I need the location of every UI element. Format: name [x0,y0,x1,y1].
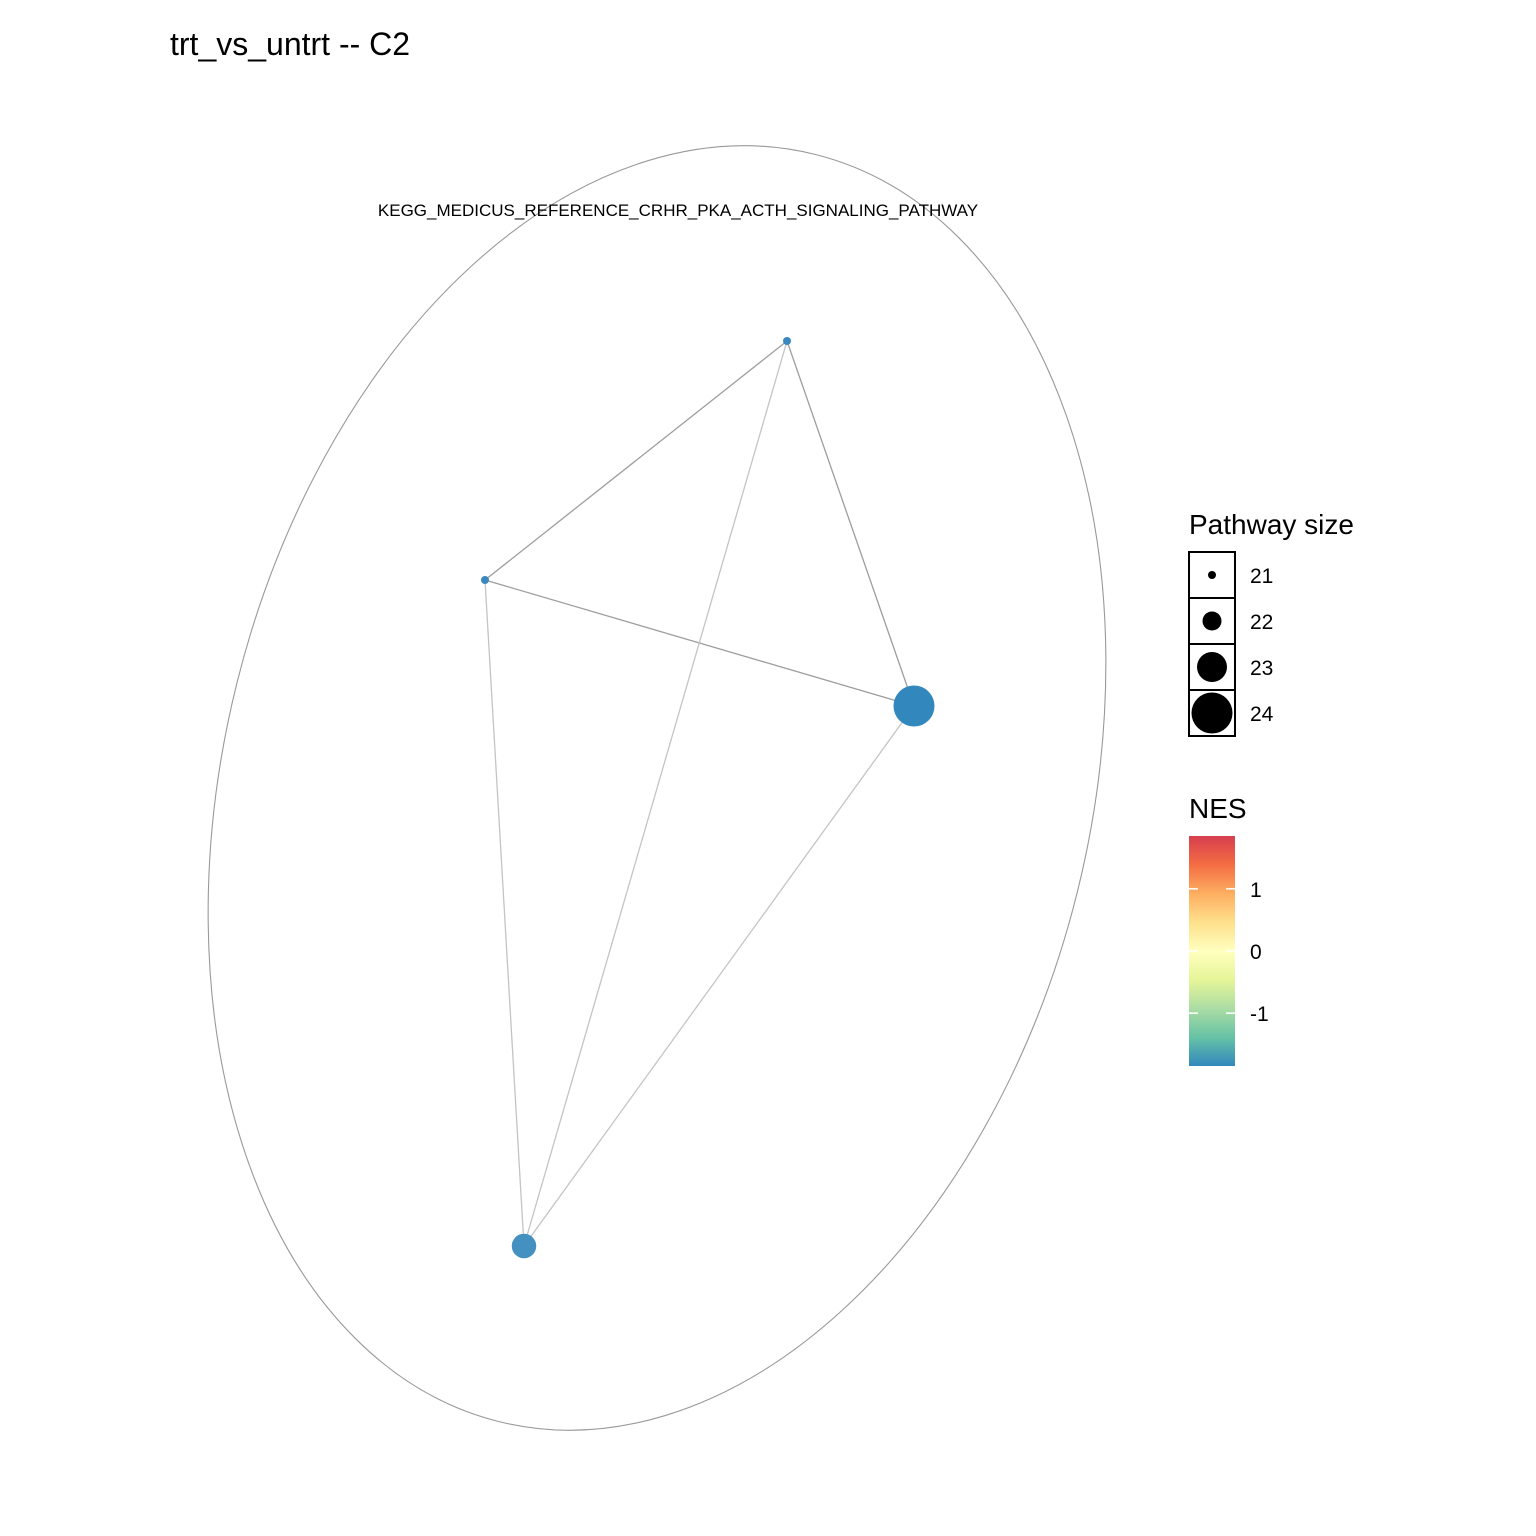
node-n1 [783,337,791,345]
nes-legend: NES 1 0 -1 [1189,793,1269,1066]
edge-n2-n4 [484,579,525,1247]
node-n4 [511,1233,537,1259]
cluster-outline [207,145,1107,1431]
size-key-dot [1197,652,1227,682]
edge-n3-n4 [523,705,915,1247]
edge-n1-n3 [786,340,915,707]
edge-n1-n2 [484,340,788,581]
size-key-label: 22 [1250,611,1273,634]
node-n2 [481,576,489,584]
nes-tick-label: -1 [1250,1003,1269,1026]
edge-n1-n4 [523,340,788,1247]
size-legend-title: Pathway size [1189,509,1354,540]
nes-legend-title: NES [1189,793,1247,824]
node-n3 [893,685,935,727]
size-key-dot [1208,571,1216,579]
size-key-label: 23 [1250,657,1273,680]
size-legend: Pathway size 21 22 23 24 [1188,509,1354,737]
node-layer [481,337,935,1259]
chart-title: trt_vs_untrt -- C2 [170,26,411,62]
size-key-label: 24 [1250,703,1274,726]
edge-layer [484,340,915,1247]
size-key-label: 21 [1250,565,1273,588]
size-key-dot [1202,611,1222,631]
size-key-dot [1191,692,1233,734]
nes-tick-label: 0 [1250,941,1262,964]
cluster-label: KEGG_MEDICUS_REFERENCE_CRHR_PKA_ACTH_SIG… [378,201,978,220]
nes-tick-label: 1 [1250,879,1262,902]
